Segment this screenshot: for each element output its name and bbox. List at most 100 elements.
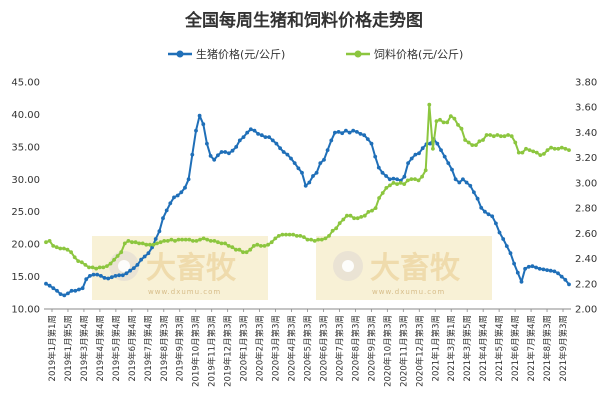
data-point bbox=[165, 239, 170, 243]
data-point bbox=[413, 152, 418, 157]
data-point bbox=[175, 193, 180, 198]
data-point bbox=[563, 277, 568, 282]
data-point bbox=[538, 153, 543, 158]
data-point bbox=[84, 277, 89, 282]
data-point bbox=[384, 174, 388, 178]
data-point bbox=[62, 293, 67, 298]
data-point bbox=[102, 276, 107, 280]
data-point bbox=[94, 266, 99, 271]
data-point bbox=[548, 268, 553, 273]
data-point bbox=[124, 271, 129, 276]
data-point bbox=[212, 157, 217, 162]
data-point bbox=[259, 133, 264, 138]
y-left-tick-label: 35.00 bbox=[11, 142, 40, 153]
data-point bbox=[459, 126, 464, 131]
data-point bbox=[281, 150, 286, 154]
watermark-right: 大畜牧 www.dxumu.com bbox=[316, 236, 492, 300]
data-point bbox=[370, 208, 374, 213]
data-point bbox=[531, 149, 536, 154]
data-point bbox=[172, 195, 176, 200]
data-point bbox=[438, 117, 442, 122]
data-point bbox=[148, 242, 152, 247]
legend: 生猪价格(元/公斤) 饲料价格(元/公斤) bbox=[168, 47, 463, 61]
data-point bbox=[347, 130, 352, 135]
data-point bbox=[90, 265, 95, 270]
data-point bbox=[405, 178, 410, 183]
data-point bbox=[169, 237, 174, 242]
data-point bbox=[388, 183, 392, 188]
x-tick-label: 2020年2月第3周 bbox=[255, 315, 266, 381]
data-point bbox=[223, 241, 228, 246]
data-point bbox=[44, 240, 48, 245]
data-point bbox=[112, 257, 116, 262]
x-tick-label: 2020年5月第3周 bbox=[303, 315, 314, 381]
x-tick-label: 2021年8月第3周 bbox=[542, 315, 553, 381]
data-point bbox=[234, 247, 238, 252]
data-point bbox=[463, 138, 467, 142]
data-point bbox=[341, 217, 346, 222]
data-point bbox=[337, 221, 342, 226]
data-point bbox=[51, 244, 56, 248]
data-point bbox=[461, 177, 465, 182]
data-point bbox=[423, 168, 428, 173]
data-point bbox=[88, 274, 92, 278]
svg-text:www.dxumu.com: www.dxumu.com bbox=[372, 288, 445, 296]
data-point bbox=[248, 127, 253, 132]
data-point bbox=[545, 148, 550, 153]
data-point bbox=[395, 182, 399, 187]
x-tick-label: 2021年1月第3周 bbox=[430, 315, 441, 381]
data-point bbox=[486, 212, 491, 217]
data-point bbox=[158, 240, 163, 245]
legend-item: 生猪价格(元/公斤) bbox=[168, 47, 285, 61]
data-point bbox=[113, 274, 118, 278]
data-point bbox=[377, 196, 381, 200]
data-point bbox=[497, 230, 502, 235]
data-point bbox=[87, 265, 91, 270]
data-point bbox=[161, 216, 165, 221]
data-point bbox=[506, 133, 510, 137]
data-point bbox=[549, 145, 553, 150]
x-tick-label: 2019年9月第3周 bbox=[175, 315, 186, 381]
data-point bbox=[542, 152, 546, 156]
data-point bbox=[55, 288, 59, 293]
data-point bbox=[179, 190, 184, 195]
data-point bbox=[191, 239, 195, 243]
data-point bbox=[65, 247, 70, 252]
data-point bbox=[479, 205, 484, 210]
y-right-tick-label: 3.40 bbox=[575, 128, 597, 139]
data-point bbox=[54, 245, 59, 250]
x-tick-label: 2019年1月第5周 bbox=[63, 315, 74, 381]
data-point bbox=[333, 130, 337, 135]
data-point bbox=[567, 282, 571, 287]
data-point bbox=[99, 274, 103, 278]
chart-title: 全国每周生猪和饲料价格走势图 bbox=[185, 11, 423, 31]
x-tick-label: 2020年10月第3周 bbox=[382, 315, 393, 387]
data-point bbox=[413, 177, 417, 182]
data-point bbox=[373, 154, 378, 159]
data-point bbox=[241, 250, 245, 255]
data-point bbox=[559, 145, 564, 150]
data-point bbox=[513, 140, 518, 145]
data-point bbox=[256, 132, 260, 136]
y-left-tick-label: 15.00 bbox=[11, 272, 40, 283]
data-point bbox=[450, 167, 454, 172]
x-tick-label: 2020年9月第3周 bbox=[366, 315, 377, 381]
data-point bbox=[488, 133, 493, 137]
data-point bbox=[115, 254, 120, 258]
data-point bbox=[157, 229, 162, 234]
data-point bbox=[345, 213, 349, 218]
data-point bbox=[457, 180, 462, 185]
x-tick-label: 2021年3月第1周 bbox=[446, 315, 457, 381]
data-point bbox=[355, 216, 360, 221]
x-axis: 2019年1月第1周 2019年1月第5周 2019年3月第4周 2019年4月第4周… bbox=[47, 309, 569, 387]
data-point bbox=[252, 128, 257, 133]
x-tick-label: 2020年4月第3周 bbox=[287, 315, 298, 381]
x-tick-label: 2020年7月第3周 bbox=[334, 315, 345, 381]
data-point bbox=[524, 146, 528, 151]
x-tick-label: 2020年6月第3周 bbox=[318, 315, 329, 381]
y-right-tick-label: 3.60 bbox=[575, 103, 597, 114]
data-point bbox=[373, 206, 378, 211]
data-point bbox=[351, 128, 356, 133]
data-point bbox=[452, 116, 457, 121]
x-tick-label: 2019年4月第4周 bbox=[95, 315, 106, 381]
